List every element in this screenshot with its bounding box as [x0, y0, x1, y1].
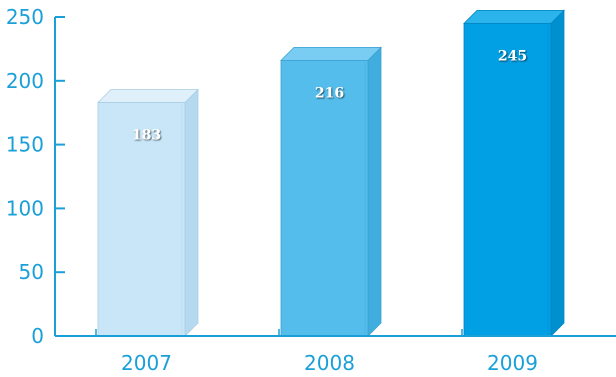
bar-front-2008	[280, 59, 369, 337]
labels-layer: 183 2007 216 2008 245 2009 0 50 100 150 200 250	[6, 5, 538, 375]
bar-2009	[463, 9, 565, 337]
x-tick-label-2008: 2008	[304, 351, 355, 375]
x-tick-label-2007: 2007	[121, 351, 172, 375]
y-tick-label-250: 250	[6, 5, 44, 29]
y-tick-label-50: 50	[19, 260, 44, 284]
y-tick-label-200: 200	[6, 69, 44, 93]
bar-2007	[97, 88, 199, 337]
bar-2008	[280, 46, 382, 337]
y-tick-label-100: 100	[6, 196, 44, 220]
data-label-2009: 245	[498, 48, 527, 64]
axes-layer	[54, 16, 616, 337]
data-label-2007: 183	[132, 127, 161, 143]
bar-top-2009	[463, 9, 565, 24]
y-tick-label-0: 0	[31, 324, 44, 348]
bar-front-2009	[463, 22, 552, 337]
bar-side-2007	[184, 88, 199, 337]
bar-side-2009	[550, 9, 565, 337]
data-label-2008: 216	[315, 85, 344, 101]
bars-layer	[97, 9, 565, 337]
bar-top-2008	[280, 46, 382, 61]
bar-side-2008	[367, 46, 382, 337]
x-tick-label-2009: 2009	[487, 351, 538, 375]
bar-front-2007	[97, 102, 186, 337]
y-tick-label-150: 150	[6, 133, 44, 157]
bar-top-2007	[97, 89, 199, 103]
